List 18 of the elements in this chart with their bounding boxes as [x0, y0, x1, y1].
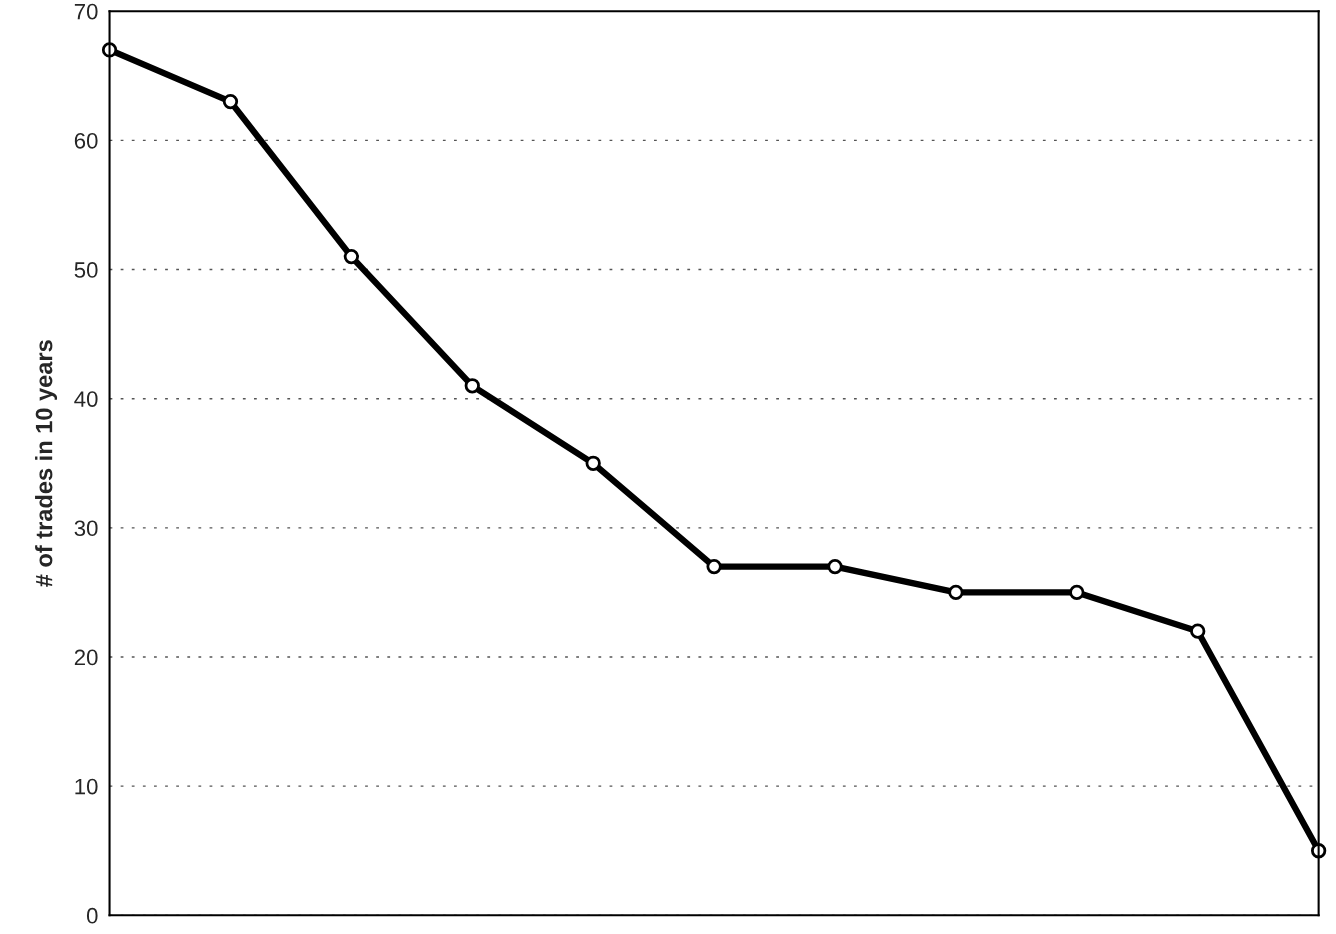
point: [585, 455, 601, 471]
point: [1190, 623, 1206, 639]
point: [1069, 584, 1085, 601]
y-tick-label: 40: [74, 391, 98, 407]
y-tick-label: 0: [86, 907, 98, 924]
y-tick-label: 10: [75, 778, 98, 795]
point: [464, 378, 480, 394]
point: [706, 558, 722, 575]
y-tick-label: 50: [74, 262, 98, 278]
y-tick-label: 20: [74, 649, 98, 666]
point: [343, 248, 360, 265]
point: [948, 584, 964, 601]
y-axis-title: # of trades in 10 years: [35, 340, 58, 587]
y-tick-label: 60: [74, 132, 98, 149]
point: [827, 558, 843, 575]
y-tick-label: 70: [74, 3, 98, 20]
point: [222, 93, 239, 110]
y-tick-label: 30: [74, 520, 98, 537]
